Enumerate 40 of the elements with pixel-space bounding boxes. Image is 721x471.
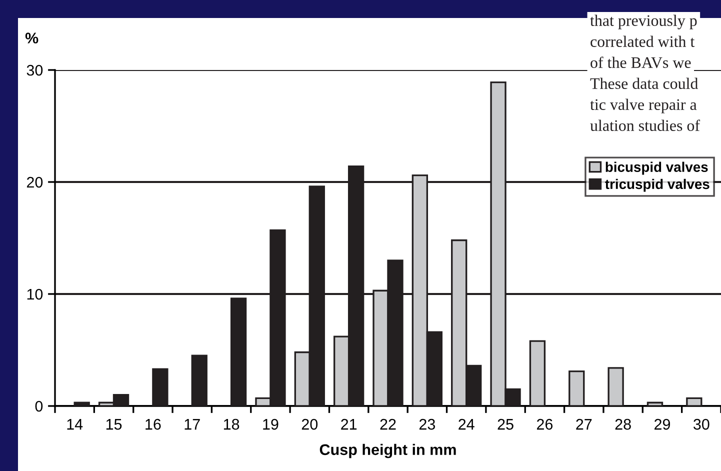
x-tick-label: 23 [419,418,435,430]
x-tick-label: 29 [654,418,670,430]
x-tick-label: 21 [341,418,357,430]
x-tick-label: 20 [302,418,318,430]
bar [191,354,208,406]
x-tick-label: 19 [263,418,278,430]
annotation: ulation studies of [590,120,700,131]
x-tick-label: 30 [694,418,710,430]
annotation: These data could [590,78,698,89]
bar [646,402,664,406]
x-tick-label: 24 [458,418,474,430]
x-tick-label: 16 [146,418,161,430]
bar [529,340,546,406]
text: that previously p [590,14,697,30]
x-tick-label: 26 [536,418,553,430]
x-tick-label: 17 [184,419,200,430]
y-tick-label: 10 [27,288,43,300]
x-tick-label: 22 [380,418,396,430]
x-tick-label: 28 [615,418,631,430]
text: correlated with t [590,36,695,47]
x-tick-label: 18 [224,418,240,430]
x-axis-title: Cusp height in mm [320,444,456,458]
bar [568,370,585,406]
bar [608,367,624,406]
bar [152,368,168,406]
bar [686,397,702,406]
y-tick-label: 20 [26,176,43,188]
legend-label: bicuspid valves [606,162,708,175]
x-tick-label: 27 [576,418,592,430]
x-tick-label: 14 [67,419,83,430]
bar [74,402,90,406]
bar [230,298,247,406]
legend-label: tricuspid valves [605,178,710,192]
text: of the BAVs we [590,56,691,68]
x-tick-label: 25 [498,418,514,430]
y-tick-label: 30 [26,64,43,76]
y-tick-label: 0 [35,400,43,412]
x-tick-label: 15 [106,419,122,430]
y-axis-title: % [25,32,38,44]
annotation: tic valve repair a [590,98,697,114]
